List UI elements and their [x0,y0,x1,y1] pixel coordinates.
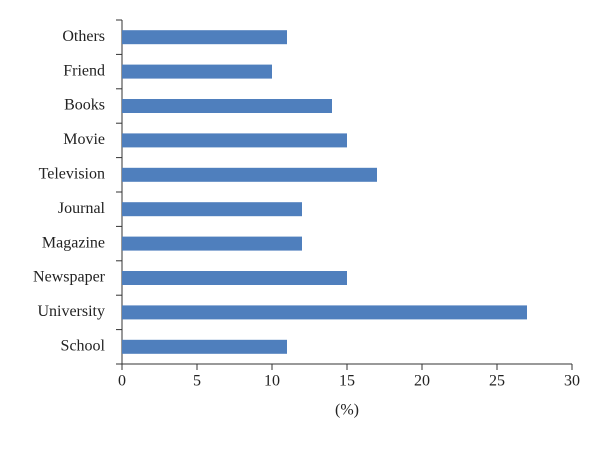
y-tick-label: Books [64,97,105,114]
bar [122,133,347,148]
x-tick-label: 15 [339,373,355,390]
y-tick-label: Newspaper [33,269,106,286]
y-tick-label: Others [62,28,105,45]
y-tick-label: Television [39,165,105,182]
x-tick-label: 5 [193,373,201,390]
x-tick-label: 20 [414,373,430,390]
bar [122,64,272,79]
y-tick-label: Magazine [42,234,105,251]
bar [122,30,287,45]
bar [122,236,302,251]
bar [122,167,377,182]
bar [122,202,302,217]
y-tick-label: School [61,337,106,354]
y-tick-label: Movie [63,131,105,148]
y-tick-label: Journal [58,200,106,217]
y-tick-label: Friend [63,62,105,79]
x-tick-label: 25 [489,373,505,390]
bar [122,339,287,354]
bar [122,271,347,285]
bar [122,305,527,320]
bar [122,99,332,113]
x-axis-label: (%) [335,402,359,419]
x-tick-label: 0 [118,373,126,390]
x-tick-label: 30 [564,373,580,390]
x-tick-label: 10 [264,373,280,390]
y-tick-label: University [37,303,105,320]
